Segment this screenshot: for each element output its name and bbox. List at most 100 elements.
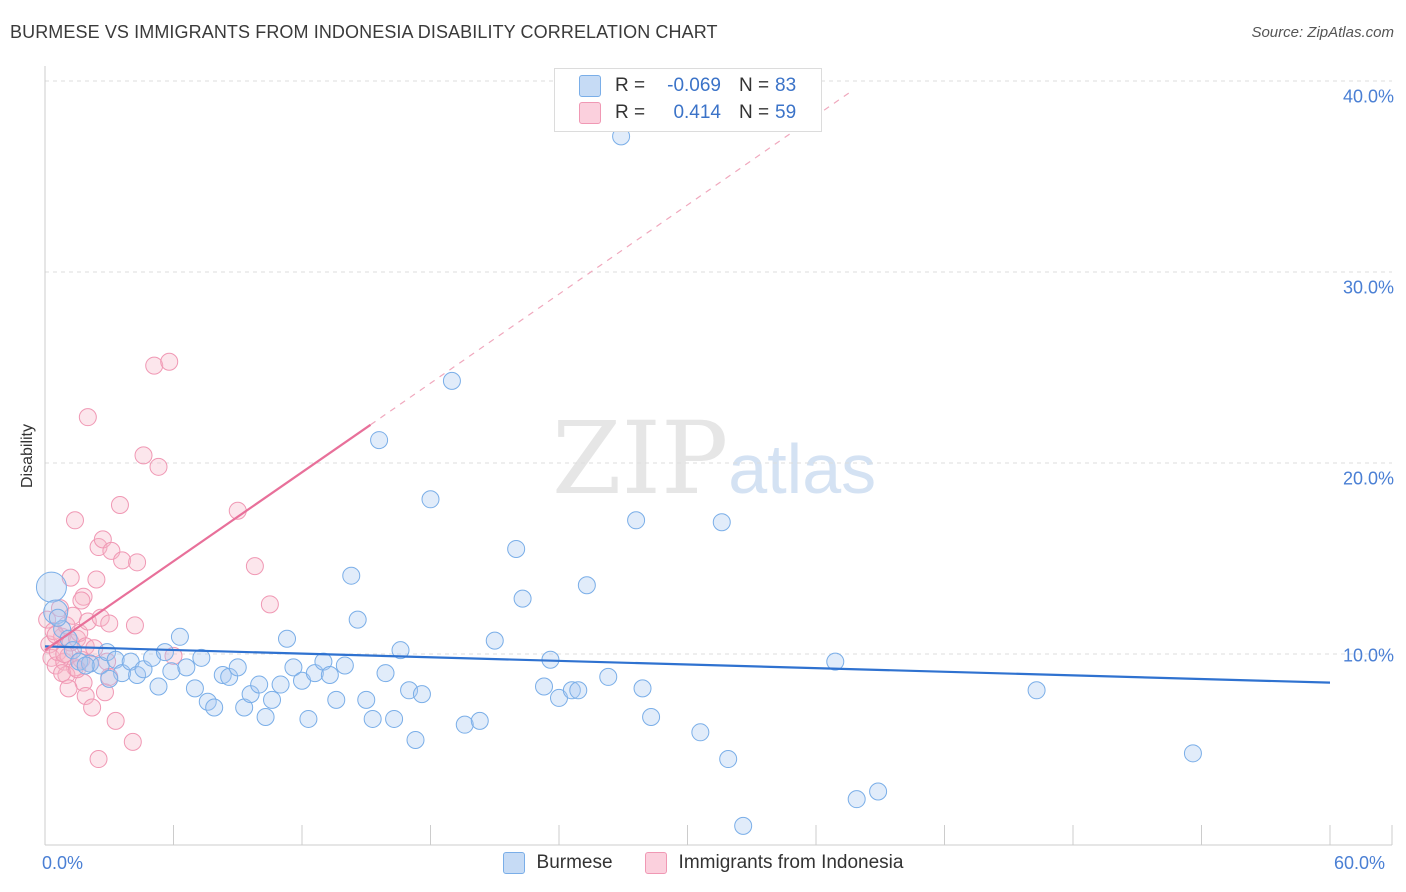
data-point-burmese [170,627,189,646]
data-point-burmese [155,643,174,662]
data-point-burmese [599,667,618,686]
bottom-legend-swatch-indonesia [644,852,667,874]
data-point-indonesia [123,732,142,751]
data-point-burmese [370,431,389,450]
bottom-legend-label: Burmese [536,852,613,873]
data-point-indonesia [110,496,129,515]
chart-title: BURMESE VS IMMIGRANTS FROM INDONESIA DIS… [10,22,718,42]
data-point-burmese [577,576,596,595]
y-tick-label: 10.0% [1342,645,1394,666]
data-point-burmese [442,371,461,390]
data-point-burmese [455,715,474,734]
data-point-burmese [376,664,395,683]
data-point-indonesia [59,679,78,698]
data-point-indonesia [164,646,183,665]
data-point-burmese [847,790,866,809]
legend-row-indonesia: R = 0.414 N = 59 [579,100,796,126]
legend-swatch-indonesia [579,102,601,124]
bottom-legend-item-burmese: Burmese [502,852,613,874]
data-point-burmese [421,490,440,509]
trend-line-indonesia [44,423,372,652]
data-point-indonesia [100,614,119,633]
data-point-burmese [719,750,738,769]
data-point-burmese [299,709,318,728]
data-point-burmese [256,708,275,727]
trend-line-burmese [44,645,1331,684]
data-point-burmese [278,629,297,648]
data-point-burmese [363,709,382,728]
data-point-burmese [100,669,119,688]
y-axis-label: Disability [19,423,36,489]
data-point-burmese [712,513,731,532]
watermark: ZIPatlas [552,400,876,517]
data-point-burmese [412,685,431,704]
data-point-indonesia [53,664,72,683]
data-point-burmese [263,690,282,709]
bottom-legend-swatch-burmese [502,852,525,874]
data-point-burmese [348,610,367,629]
y-tick-label: 40.0% [1342,86,1394,107]
bottom-legend: Burmese Immigrants from Indonesia [0,852,1406,874]
data-point-burmese [470,711,489,730]
legend-r-label: R = [615,75,646,96]
data-point-burmese [35,571,67,603]
data-point-indonesia [65,511,84,530]
data-point-burmese [633,679,652,698]
data-point-burmese [205,698,224,717]
legend-n-label: N = [739,75,770,96]
x-tick-label: 60.0% [1334,853,1386,873]
data-point-burmese [535,677,554,696]
data-point-burmese [342,566,361,585]
data-point-indonesia [260,595,279,614]
data-point-burmese [335,656,354,675]
data-point-burmese [391,641,410,660]
bottom-legend-label: Immigrants from Indonesia [678,852,904,873]
data-point-burmese [149,677,168,696]
data-point-indonesia [113,551,132,570]
data-point-indonesia [160,352,179,371]
x-tick-label: 0.0% [42,853,84,873]
data-point-indonesia [149,457,168,476]
data-point-burmese [642,708,661,727]
data-point-indonesia [106,711,125,730]
data-point-burmese [271,675,290,694]
data-point-indonesia [245,557,264,576]
data-point-burmese [320,666,339,685]
data-point-indonesia [83,698,102,717]
data-point-burmese [513,589,532,608]
data-point-burmese [192,648,211,667]
data-point-burmese [284,658,303,677]
data-point-burmese [213,666,232,685]
trend-line-extension-indonesia [370,90,853,426]
data-point-burmese [507,539,526,558]
data-point-burmese [627,511,646,530]
data-point-burmese [185,679,204,698]
legend-r-value: -0.069 [667,75,721,96]
data-point-burmese [250,675,269,694]
data-point-burmese [177,658,196,677]
data-point-indonesia [125,616,144,635]
legend-row-burmese: R = -0.069 N = 83 [579,73,796,99]
watermark-atlas: atlas [728,430,877,508]
data-point-burmese [228,658,247,677]
data-point-indonesia [76,687,95,706]
legend-n-label: N = [739,102,770,123]
data-point-indonesia [89,750,108,769]
data-point-burmese [162,662,181,681]
legend-swatch-burmese [579,75,601,97]
data-point-burmese [869,782,888,801]
legend: R = -0.069 N = 83 R = 0.414 N = 59 [554,68,822,132]
data-point-burmese [76,656,95,675]
data-point-indonesia [145,356,164,375]
y-tick-label: 30.0% [1342,277,1394,298]
data-point-burmese [1183,744,1202,763]
data-point-burmese [406,730,425,749]
y-tick-label: 20.0% [1342,468,1394,489]
legend-r-value: 0.414 [673,102,721,123]
data-point-burmese [485,631,504,650]
data-point-indonesia [72,591,91,610]
data-point-burmese [826,652,845,671]
data-point-burmese [48,608,67,627]
data-point-burmese [1027,681,1046,700]
data-point-burmese [569,681,588,700]
